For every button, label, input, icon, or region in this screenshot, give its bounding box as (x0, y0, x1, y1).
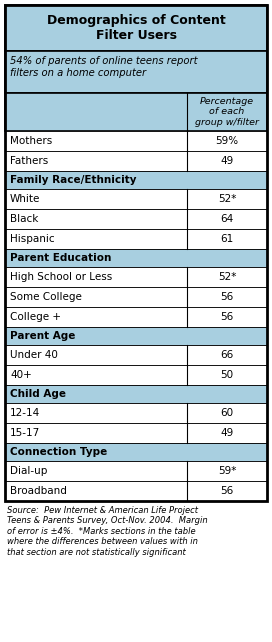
FancyBboxPatch shape (5, 5, 267, 51)
FancyBboxPatch shape (5, 307, 267, 327)
Text: Percentage
of each
group w/filter: Percentage of each group w/filter (195, 97, 259, 127)
Text: Child Age: Child Age (10, 389, 66, 399)
Text: Connection Type: Connection Type (10, 447, 107, 457)
Text: 56: 56 (220, 292, 234, 302)
FancyBboxPatch shape (5, 267, 267, 287)
Text: Mothers: Mothers (10, 136, 52, 146)
Text: 40+: 40+ (10, 370, 32, 380)
Text: 52*: 52* (218, 272, 236, 282)
FancyBboxPatch shape (5, 365, 267, 385)
Text: Under 40: Under 40 (10, 350, 58, 360)
FancyBboxPatch shape (5, 209, 267, 229)
Text: College +: College + (10, 312, 61, 322)
Text: White: White (10, 194, 40, 204)
FancyBboxPatch shape (5, 51, 267, 93)
Text: 49: 49 (220, 156, 234, 166)
FancyBboxPatch shape (5, 151, 267, 171)
Text: Parent Education: Parent Education (10, 253, 111, 263)
Text: Source:  Pew Internet & American Life Project
Teens & Parents Survey, Oct-Nov. 2: Source: Pew Internet & American Life Pro… (7, 506, 208, 557)
Text: 54% of parents of online teens report
filters on a home computer: 54% of parents of online teens report fi… (10, 56, 197, 78)
FancyBboxPatch shape (5, 249, 267, 267)
Text: 15-17: 15-17 (10, 428, 40, 438)
Text: 49: 49 (220, 428, 234, 438)
FancyBboxPatch shape (5, 93, 267, 131)
Text: High School or Less: High School or Less (10, 272, 112, 282)
FancyBboxPatch shape (5, 287, 267, 307)
FancyBboxPatch shape (5, 171, 267, 189)
Text: Black: Black (10, 214, 38, 224)
Text: 12-14: 12-14 (10, 408, 40, 418)
Text: Hispanic: Hispanic (10, 234, 55, 244)
Text: 60: 60 (220, 408, 234, 418)
FancyBboxPatch shape (5, 345, 267, 365)
Text: 59*: 59* (218, 466, 236, 476)
Text: Dial-up: Dial-up (10, 466, 47, 476)
FancyBboxPatch shape (5, 327, 267, 345)
FancyBboxPatch shape (5, 229, 267, 249)
FancyBboxPatch shape (5, 461, 267, 481)
Text: Demographics of Content
Filter Users: Demographics of Content Filter Users (47, 14, 225, 42)
Text: Parent Age: Parent Age (10, 331, 75, 341)
Text: 61: 61 (220, 234, 234, 244)
Text: 56: 56 (220, 486, 234, 496)
Text: 64: 64 (220, 214, 234, 224)
Text: 50: 50 (220, 370, 234, 380)
FancyBboxPatch shape (5, 443, 267, 461)
Text: 52*: 52* (218, 194, 236, 204)
Text: 56: 56 (220, 312, 234, 322)
Text: 66: 66 (220, 350, 234, 360)
FancyBboxPatch shape (5, 403, 267, 423)
Text: Fathers: Fathers (10, 156, 48, 166)
Text: Family Race/Ethnicity: Family Race/Ethnicity (10, 175, 137, 185)
FancyBboxPatch shape (5, 481, 267, 501)
Text: Some College: Some College (10, 292, 82, 302)
FancyBboxPatch shape (5, 131, 267, 151)
FancyBboxPatch shape (5, 385, 267, 403)
FancyBboxPatch shape (5, 423, 267, 443)
FancyBboxPatch shape (5, 189, 267, 209)
Text: Broadband: Broadband (10, 486, 67, 496)
Text: 59%: 59% (215, 136, 239, 146)
